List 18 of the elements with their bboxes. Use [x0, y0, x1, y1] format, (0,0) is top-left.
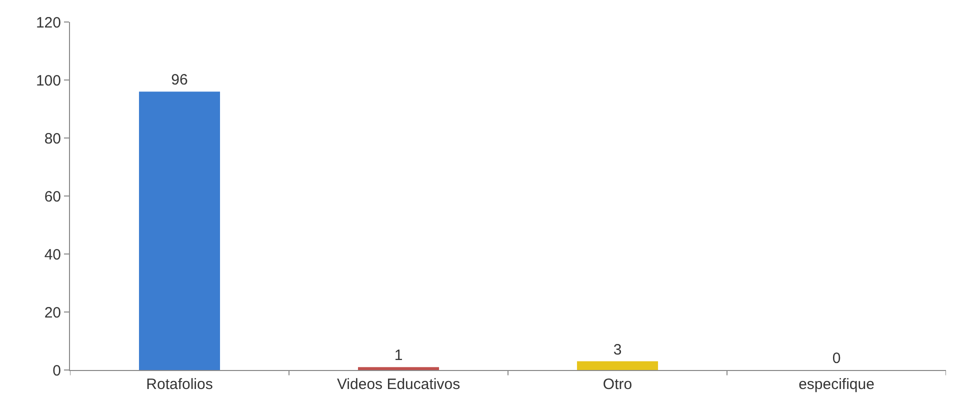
y-tick-label: 100: [36, 72, 61, 90]
x-tick-label: Otro: [602, 376, 632, 393]
data-label: 96: [171, 72, 188, 89]
data-label: 1: [394, 347, 403, 364]
bar: [138, 92, 220, 370]
y-tick-label: 40: [44, 246, 61, 264]
y-tick-label: 60: [44, 188, 61, 206]
bar: [358, 367, 440, 370]
y-tick-label: 20: [44, 304, 61, 322]
x-tick-label: Videos Educativos: [336, 376, 460, 393]
data-label: 0: [832, 350, 841, 367]
x-tick-label: Rotafolios: [146, 376, 213, 393]
x-tick-label: especifique: [798, 376, 874, 393]
y-tick-label: 0: [52, 362, 61, 380]
y-tick-label: 80: [44, 130, 61, 148]
bar: [576, 361, 658, 370]
data-label: 3: [613, 341, 622, 358]
y-tick-label: 120: [36, 14, 61, 32]
